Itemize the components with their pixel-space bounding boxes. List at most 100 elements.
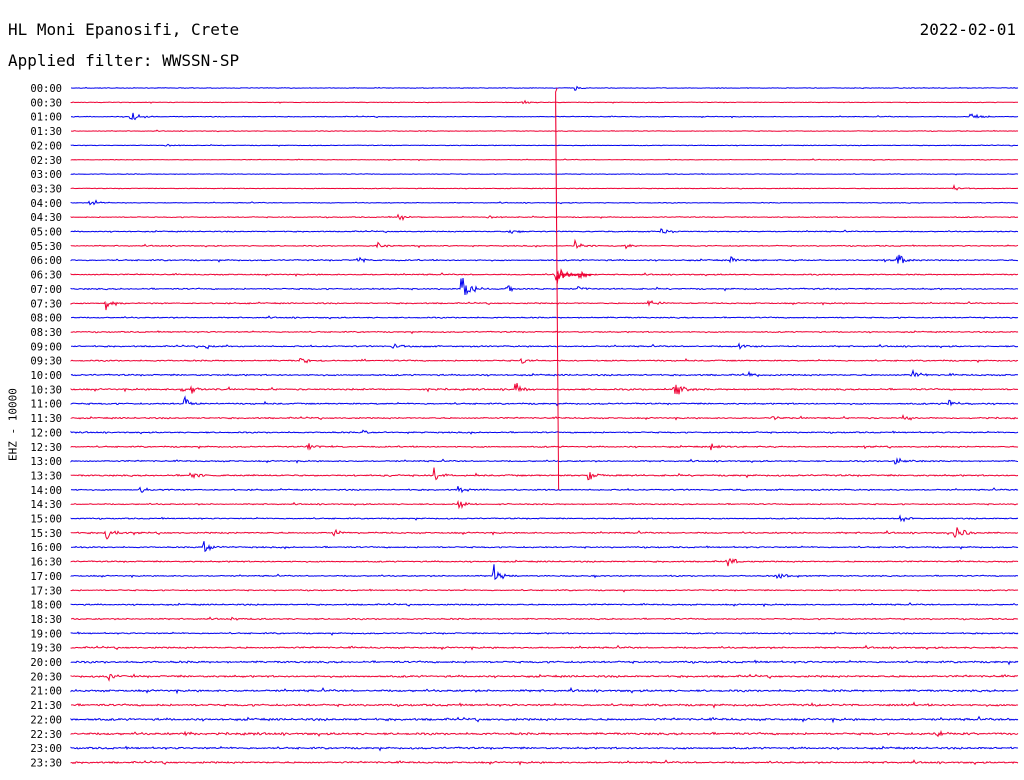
row-time-label: 16:00 — [30, 542, 62, 554]
trace-line — [70, 499, 1019, 510]
trace-line — [70, 413, 1018, 421]
main-event-coda — [556, 268, 593, 284]
trace-line — [70, 228, 1019, 235]
row-time-label: 07:30 — [30, 298, 62, 310]
row-time-label: 18:30 — [30, 614, 62, 626]
trace-line — [70, 467, 1019, 481]
main-event-trace — [555, 87, 560, 490]
row-time-label: 11:00 — [30, 399, 62, 411]
row-time-label: 13:30 — [30, 470, 62, 482]
row-time-label: 06:30 — [30, 270, 62, 282]
row-time-label: 03:30 — [30, 183, 62, 195]
filter-label: Applied filter: WWSSN-SP — [8, 51, 240, 70]
trace-line — [70, 745, 1019, 752]
station-title: HL Moni Epanosifi, Crete — [8, 20, 240, 39]
row-time-label: 09:30 — [30, 356, 62, 368]
trace-line — [70, 557, 1019, 567]
trace-line — [70, 199, 1019, 206]
trace-line — [70, 99, 1018, 105]
row-time-label: 12:30 — [30, 442, 62, 454]
row-time-label: 05:00 — [30, 227, 62, 239]
trace-line — [70, 270, 1019, 281]
row-time-label: 11:30 — [30, 413, 62, 425]
trace-line — [71, 129, 1019, 133]
trace-line — [70, 631, 1019, 636]
trace-line — [70, 112, 1019, 121]
row-time-label: 00:30 — [30, 97, 62, 109]
row-time-label: 08:00 — [30, 313, 62, 325]
trace-line — [70, 541, 1019, 553]
row-time-label: 05:30 — [30, 241, 62, 253]
row-time-label: 01:30 — [30, 126, 62, 138]
row-time-label: 14:30 — [30, 499, 62, 511]
row-time-label: 18:00 — [30, 600, 62, 612]
row-time-label: 22:00 — [30, 714, 62, 726]
row-time-label: 02:00 — [30, 140, 62, 152]
row-time-label: 01:00 — [30, 112, 62, 124]
trace-line — [70, 514, 1019, 523]
row-time-label: 09:00 — [30, 341, 62, 353]
row-time-label: 04:00 — [30, 198, 62, 210]
trace-line — [70, 564, 1018, 581]
trace-line — [70, 158, 1018, 162]
trace-line — [71, 85, 1019, 91]
trace-line — [70, 686, 1019, 695]
trace-line — [70, 673, 1018, 682]
row-time-label: 22:30 — [30, 729, 62, 741]
row-time-label: 17:30 — [30, 585, 62, 597]
trace-line — [70, 357, 1019, 364]
row-time-label: 15:30 — [30, 528, 62, 540]
row-time-label: 20:00 — [30, 657, 62, 669]
row-time-label: 02:30 — [30, 155, 62, 167]
row-time-label: 20:30 — [30, 671, 62, 683]
trace-line — [70, 729, 1019, 738]
trace-line — [70, 184, 1019, 191]
trace-line — [70, 143, 1019, 147]
row-time-label: 23:00 — [30, 743, 62, 755]
trace-line — [70, 715, 1019, 724]
trace-line — [70, 644, 1019, 651]
row-time-label: 12:00 — [30, 427, 62, 439]
row-time-label: 00:00 — [30, 83, 62, 95]
date-label: 2022-02-01 — [919, 20, 1016, 39]
row-time-label: 03:00 — [30, 169, 62, 181]
trace-line — [70, 395, 1019, 407]
trace-line — [70, 238, 1019, 250]
trace-line — [70, 254, 1018, 264]
trace-line — [70, 429, 1019, 435]
row-time-label: 06:00 — [30, 255, 62, 267]
row-time-label: 23:30 — [30, 757, 62, 769]
row-time-label: 16:30 — [30, 557, 62, 569]
trace-line — [70, 383, 1019, 395]
trace-line — [70, 588, 1019, 593]
trace-line — [71, 315, 1019, 320]
trace-line — [70, 173, 1019, 176]
row-time-label: 19:00 — [30, 628, 62, 640]
row-time-label: 19:30 — [30, 643, 62, 655]
row-time-label: 15:00 — [30, 514, 62, 526]
trace-line — [70, 278, 1019, 296]
row-time-label: 14:00 — [30, 485, 62, 497]
trace-line — [70, 443, 1019, 451]
row-time-label: 17:00 — [30, 571, 62, 583]
trace-line — [70, 759, 1019, 766]
trace-line — [70, 602, 1019, 608]
row-time-label: 04:30 — [30, 212, 62, 224]
trace-line — [70, 486, 1019, 494]
trace-line — [70, 659, 1019, 666]
trace-line — [70, 616, 1019, 621]
row-time-label: 10:00 — [30, 370, 62, 382]
trace-line — [71, 342, 1018, 350]
trace-line — [70, 701, 1019, 709]
trace-line — [70, 368, 1018, 378]
row-time-label: 08:30 — [30, 327, 62, 339]
trace-line — [70, 299, 1018, 311]
trace-line — [70, 330, 1019, 335]
row-time-label: 21:00 — [30, 686, 62, 698]
row-time-label: 10:30 — [30, 384, 62, 396]
row-time-label: 07:00 — [30, 284, 62, 296]
trace-line — [70, 527, 1019, 540]
row-time-label: 13:00 — [30, 456, 62, 468]
row-time-label: 21:30 — [30, 700, 62, 712]
